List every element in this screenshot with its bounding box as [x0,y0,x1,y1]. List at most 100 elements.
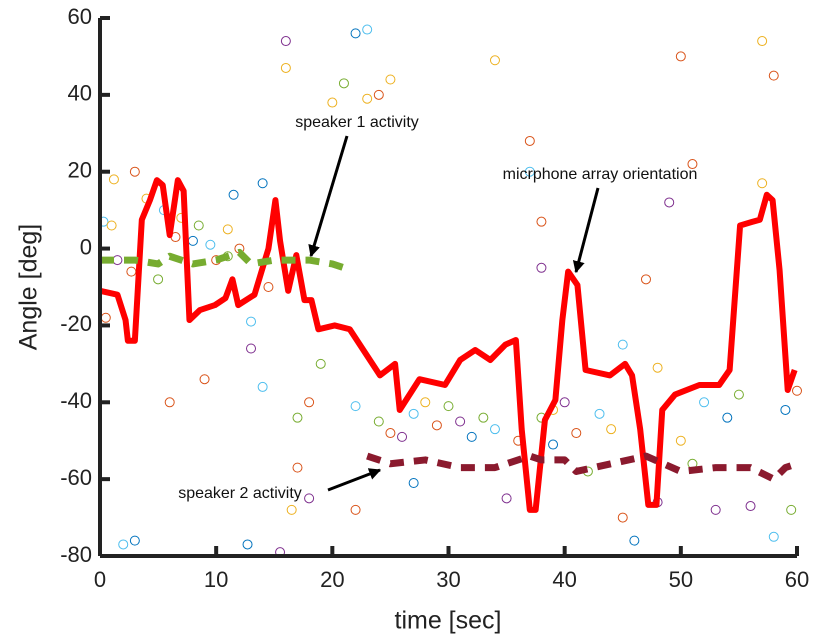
scatter-point [350,28,361,39]
scatter-point [129,166,140,177]
y-tick-label: 60 [68,4,92,29]
scatter-point [350,401,361,412]
scatter-point [242,539,253,550]
scatter-point [327,97,338,108]
scatter-point [408,477,419,488]
scatter-point [536,262,547,273]
annotation-arrow [327,468,382,492]
x-tick-label: 60 [785,567,809,592]
scatter-point [187,235,198,246]
scatter-point [350,504,361,515]
scatter-point [164,397,175,408]
scatter-point [699,397,710,408]
scatter-point [193,220,204,231]
scatter-point [524,166,535,177]
scatter-point [246,316,257,327]
scatter-point [745,501,756,512]
scatter-point [478,412,489,423]
scatter-point [455,416,466,427]
y-axis-label: Angle [deg] [15,224,43,351]
scatter-point [129,535,140,546]
line-series [99,177,798,513]
y-tick-label: 40 [68,81,92,106]
scatter-point [571,428,582,439]
x-tick-label: 40 [552,567,576,592]
annotation: micrphone array orientation [503,166,698,183]
scatter-point [205,239,216,250]
x-tick-label: 30 [436,567,460,592]
scatter-point [536,216,547,227]
annotation: speaker 2 activity [178,485,302,502]
scatter-point [640,274,651,285]
scatter-point [362,93,373,104]
scatter-point [338,78,349,89]
annotation-arrow [308,135,349,258]
scatter-point [687,159,698,170]
y-tick-label: -80 [60,542,92,567]
scatter-point [420,397,431,408]
scatter-point [757,178,768,189]
scatter-point [292,412,303,423]
scatter-point [199,374,210,385]
scatter-point [606,424,617,435]
scatter-point [768,531,779,542]
scatter-point [443,401,454,412]
scatter-point [397,431,408,442]
scatter-point [524,135,535,146]
scatter-point [118,539,129,550]
scatter-point [489,55,500,66]
line-series [100,248,346,272]
scatter-point [257,381,268,392]
annotation: speaker 1 activity [295,114,419,131]
x-tick-label: 10 [204,567,228,592]
scatter-point [792,385,802,396]
scatter-point [757,36,768,47]
scatter-point [286,504,297,515]
y-tick-label: 20 [68,158,92,183]
scatter-point [675,435,686,446]
annotation-arrow [572,187,600,274]
x-tick-label: 0 [94,567,106,592]
scatter-point [153,274,164,285]
y-tick-label: 0 [80,234,92,259]
scatter-point [385,74,396,85]
scatter-point [594,408,605,419]
scatter-point [385,428,396,439]
x-tick-label: 50 [669,567,693,592]
scatter-point [617,339,628,350]
y-tick-label: -20 [60,311,92,336]
scatter-point [786,504,797,515]
y-tick-label: -60 [60,465,92,490]
scatter-point [617,512,628,523]
scatter-point [280,62,291,73]
scatter-point [222,224,233,235]
scatter-point [257,178,268,189]
scatter-point [548,439,559,450]
scatter-point [664,197,675,208]
scatter-point [246,343,257,354]
scatter-point [373,89,384,100]
scatter-point [489,424,500,435]
scatter-point [112,255,123,266]
scatter-point [629,535,640,546]
scatter-point [710,504,721,515]
scatter-point [431,420,442,431]
scatter-point [315,358,326,369]
x-axis-label: time [sec] [395,607,502,635]
scatter-point [228,189,239,200]
scatter-point [733,389,744,400]
scatter-point [780,404,791,415]
scatter-point [408,408,419,419]
scatter-point [652,362,663,373]
y-tick-label: -40 [60,388,92,413]
scatter-point [263,282,274,292]
scatter-point [501,493,512,504]
scatter-point [768,70,779,81]
scatter-point [373,416,384,427]
scatter-point [108,174,119,185]
scatter-point [675,51,686,62]
scatter-point [466,431,477,442]
line-series [366,452,799,483]
scatter-point [106,220,117,231]
